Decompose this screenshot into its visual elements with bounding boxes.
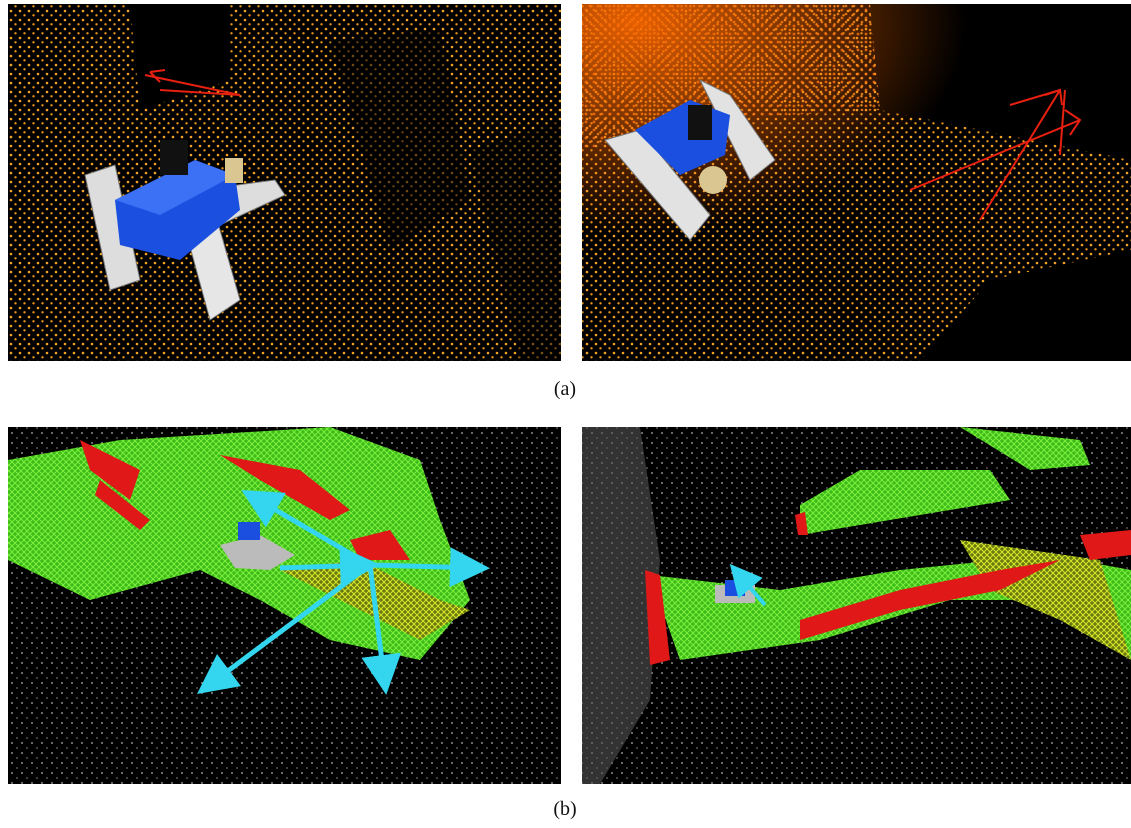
- obstacles-part: [1080, 530, 1131, 560]
- arrows-part: [279, 546, 380, 586]
- panel-b-right-part: [800, 470, 1010, 535]
- arrows: [196, 489, 490, 695]
- obstacles: [645, 512, 1131, 665]
- robot-part: [725, 580, 745, 596]
- arrows: [729, 563, 767, 607]
- panel-b-left: [8, 427, 561, 784]
- panel-b-right-part: [582, 427, 660, 784]
- robot-part: [220, 535, 295, 570]
- panel-b-right-part: [960, 427, 1090, 470]
- robot: [604, 78, 776, 241]
- obstacles-part: [795, 512, 808, 535]
- obstacles-part: [95, 480, 150, 530]
- robot-part: [115, 160, 235, 215]
- arrows-part: [369, 547, 490, 588]
- robot-part: [238, 522, 260, 540]
- panel-a-right: [582, 4, 1131, 361]
- robot-part: [698, 78, 776, 181]
- panel-a-left: [8, 4, 561, 361]
- caption: (a): [554, 378, 576, 400]
- panel-a-left-part: [470, 120, 561, 361]
- robot-part: [604, 129, 711, 241]
- panel-b-right: [582, 427, 1131, 784]
- arrows-part: [729, 563, 767, 607]
- robot-part: [84, 164, 141, 291]
- arrows-part: [909, 88, 1082, 221]
- arrows: [144, 69, 241, 96]
- robot: [84, 140, 286, 321]
- robot-part: [160, 140, 188, 175]
- obstacles: [80, 440, 410, 560]
- obstacles-part: [80, 440, 140, 500]
- panel-a-left-part: [330, 30, 470, 250]
- robot-part: [699, 166, 727, 194]
- arrows-part: [144, 69, 241, 96]
- obstacles-part: [220, 455, 350, 520]
- arrows: [909, 88, 1082, 221]
- obstacles-part: [645, 570, 670, 665]
- caption: (b): [553, 798, 576, 820]
- robot-part: [225, 158, 243, 183]
- obstacles-part: [800, 560, 1060, 640]
- robot-part: [688, 105, 712, 140]
